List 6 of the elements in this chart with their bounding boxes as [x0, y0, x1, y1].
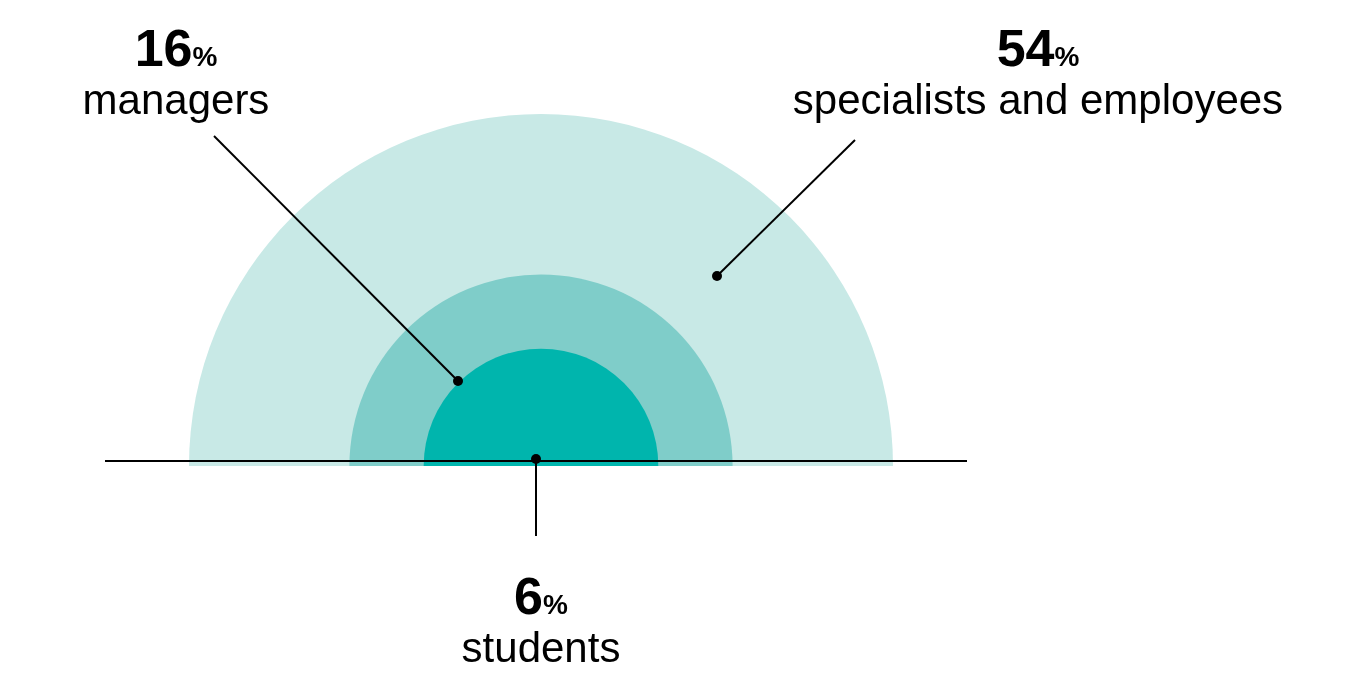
category-label: managers [82, 76, 270, 123]
data-label: 16% [134, 19, 218, 77]
category-label: students [461, 624, 621, 671]
category-label: specialists and employees [792, 76, 1284, 123]
data-label: 54% [996, 19, 1080, 77]
data-label: 6% [514, 567, 569, 625]
